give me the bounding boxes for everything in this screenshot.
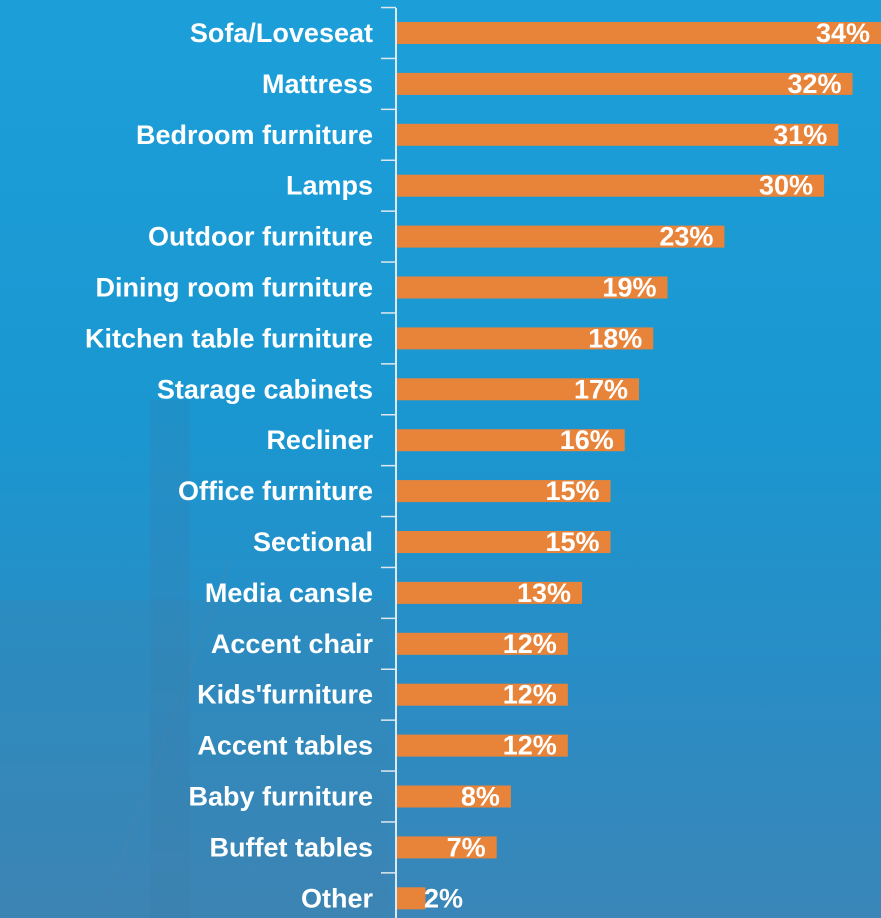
value-label: 12% [503,629,557,659]
value-label: 16% [560,425,614,455]
bar [397,73,853,95]
value-label: 8% [461,782,500,812]
category-label: Kids'furniture [197,680,373,710]
chart: Sofa/Loveseat 34% Mattress 32% Bedroom furni… [0,0,881,918]
category-label: Sectional [253,527,373,557]
value-label: 7% [447,832,486,862]
value-label: 31% [773,120,827,150]
value-label: 15% [545,527,599,557]
category-label: Office furniture [178,476,373,506]
value-label: 34% [816,18,870,48]
value-label: 23% [659,222,713,252]
value-label: 19% [602,273,656,303]
value-label: 15% [545,476,599,506]
value-label: 32% [787,69,841,99]
category-label: Buffet tables [209,832,373,862]
bar [397,887,425,909]
category-label: Baby furniture [188,782,373,812]
value-label: 2% [424,883,463,913]
chart-background: Sofa/Loveseat 34% Mattress 32% Bedroom furni… [0,0,881,918]
category-label: Mattress [262,69,373,99]
bar [397,22,881,44]
category-label: Recliner [266,425,373,455]
category-label: Dining room furniture [96,273,373,303]
category-label: Kitchen table furniture [85,323,373,353]
value-label: 17% [574,374,628,404]
category-label: Accent tables [197,731,373,761]
value-label: 12% [503,680,557,710]
category-label: Accent chair [211,629,374,659]
value-label: 13% [517,578,571,608]
category-label: Lamps [286,171,373,201]
category-label: Outdoor furniture [148,222,373,252]
category-label: Starage cabinets [157,374,373,404]
value-label: 12% [503,731,557,761]
bar [397,124,838,146]
category-label: Sofa/Loveseat [190,18,373,48]
category-label: Bedroom furniture [136,120,373,150]
category-label: Other [301,883,374,913]
value-label: 30% [759,171,813,201]
category-label: Media cansle [205,578,373,608]
value-label: 18% [588,323,642,353]
